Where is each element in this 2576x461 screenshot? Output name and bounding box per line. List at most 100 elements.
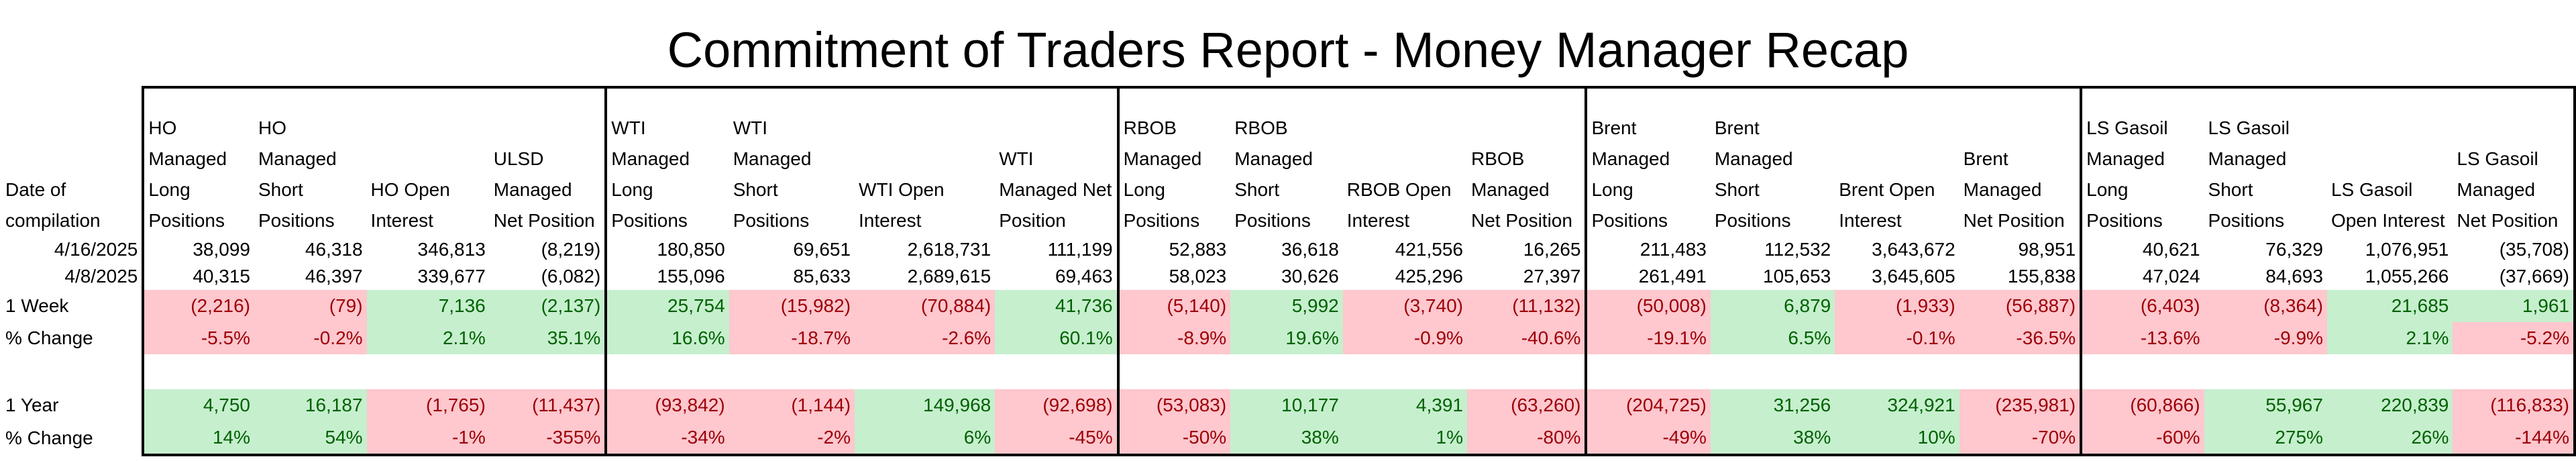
change-cell: 7,136 [366, 290, 490, 322]
pct-change-cell: -2.6% [855, 322, 996, 354]
column-header: WTI Managed Net Position [995, 86, 1118, 236]
value-cell: 98,951 [2018, 239, 2076, 260]
pct-change-cell: -8.9% [1116, 322, 1231, 354]
change-cell: (53,083) [1116, 389, 1231, 421]
spacer-cell [995, 354, 1118, 389]
pct-change-cell: 35.1% [489, 322, 606, 354]
pct-change-cell: -40.6% [1466, 322, 1587, 354]
value-cell: 1,076,951 [2365, 239, 2449, 260]
spacer-cell [2204, 354, 2327, 389]
value-cell: 180,850 [604, 236, 729, 263]
value-cell: 69,651 [793, 239, 851, 260]
pct-change-cell: -5.2% [2453, 322, 2576, 354]
pct-change-cell: 14% [142, 421, 254, 456]
spacer-cell [2453, 354, 2576, 389]
value-cell: (37,669) [2453, 263, 2576, 290]
change-cell: (56,887) [1959, 290, 2082, 322]
pct-change-cell: 26% [2326, 421, 2453, 456]
change-cell: (8,364) [2204, 290, 2327, 322]
change-cell: (50,008) [1585, 290, 1711, 322]
column-header: WTI Managed Long Positions [604, 86, 729, 236]
row-label-year-pct-change: % Change [5, 427, 93, 448]
spacer-cell [855, 354, 995, 389]
pct-change-cell: -49% [1585, 421, 1711, 456]
value-cell: 339,677 [417, 266, 486, 287]
column-header: HO Managed Short Positions [254, 86, 367, 236]
column-header: HO Managed Long Positions [142, 86, 254, 236]
column-header: RBOB Managed Short Positions [1230, 86, 1343, 236]
pct-change-cell: -13.6% [2080, 322, 2204, 354]
change-cell: (5,140) [1116, 290, 1231, 322]
pct-change-cell: -34% [604, 421, 729, 456]
row-label-date-of-compilation: Date of compilation [5, 179, 101, 231]
pct-change-cell: 16.6% [604, 322, 729, 354]
pct-change-cell: -355% [489, 421, 606, 456]
value-cell: 421,556 [1395, 239, 1463, 260]
value-cell: 1,055,266 [2365, 266, 2449, 287]
value-cell: 38,099 [142, 236, 254, 263]
value-cell: (35,708) [2453, 236, 2576, 263]
pct-change-cell: -45% [995, 421, 1118, 456]
row-label-1-year: 1 Year [5, 395, 59, 415]
spacer-cell [1835, 354, 1959, 389]
value-cell: 155,838 [2007, 266, 2076, 287]
pct-change-cell: 2.1% [2326, 322, 2453, 354]
value-cell: 261,491 [1585, 263, 1711, 290]
value-cell: 112,532 [1764, 239, 1831, 260]
value-cell: 155,096 [604, 263, 729, 290]
column-header: RBOB Open Interest [1342, 86, 1467, 236]
pct-change-cell: -36.5% [1959, 322, 2082, 354]
change-cell: 6,879 [1710, 290, 1835, 322]
column-header: WTI Managed Short Positions [729, 86, 855, 236]
column-header: WTI Open Interest [855, 86, 996, 236]
spacer-cell [367, 354, 490, 389]
column-header: LS Gasoil Managed Long Positions [2080, 86, 2204, 236]
value-cell: 3,645,605 [1872, 266, 1955, 287]
value-cell: 58,023 [1116, 263, 1231, 290]
pct-change-cell: -1% [366, 421, 490, 456]
change-cell: (2,137) [489, 290, 606, 322]
column-header: RBOB Managed Long Positions [1116, 86, 1231, 236]
spacer-cell [1343, 354, 1467, 389]
pct-change-cell: 6.5% [1710, 322, 1835, 354]
column-header: LS Gasoil Managed Net Position [2453, 86, 2576, 236]
value-cell: 40,621 [2080, 236, 2204, 263]
value-cell: (8,219) [541, 239, 601, 260]
cot-recap-table: Date of compilation HO Managed Long Posit… [1, 86, 2576, 456]
column-header: Brent Open Interest [1835, 86, 1960, 236]
change-cell: 10,177 [1230, 389, 1343, 421]
value-cell: 84,693 [2265, 266, 2323, 287]
value-cell: 111,199 [1047, 239, 1113, 260]
spacer-cell [142, 354, 254, 389]
change-cell: (6,403) [2080, 290, 2204, 322]
spacer-cell [604, 354, 729, 389]
report-title: Commitment of Traders Report - Money Man… [667, 22, 1909, 78]
pct-change-cell: -18.7% [729, 322, 855, 354]
column-header: Brent Managed Short Positions [1710, 86, 1835, 236]
value-cell: 85,633 [793, 266, 851, 287]
pct-change-cell: 1% [1342, 421, 1467, 456]
change-cell: (93,842) [604, 389, 729, 421]
date-label: 4/8/2025 [64, 266, 138, 287]
change-cell: 324,921 [1835, 389, 1960, 421]
value-cell: 76,329 [2265, 239, 2323, 260]
column-header: Brent Managed Long Positions [1585, 86, 1711, 236]
change-cell: 5,992 [1230, 290, 1343, 322]
pct-change-cell: 6% [855, 421, 996, 456]
value-cell: 3,643,672 [1872, 239, 1955, 260]
column-header: HO Open Interest [366, 86, 490, 236]
value-cell: 27,397 [1523, 266, 1581, 287]
pct-change-cell: 54% [254, 421, 367, 456]
spacer-cell [1711, 354, 1835, 389]
pct-change-cell: -9.9% [2204, 322, 2327, 354]
change-cell: (2,216) [142, 290, 254, 322]
change-cell: (63,260) [1466, 389, 1587, 421]
value-cell: 47,024 [2080, 263, 2204, 290]
pct-change-cell: -0.1% [1835, 322, 1960, 354]
pct-change-cell: -5.5% [142, 322, 254, 354]
spacer-cell [1585, 354, 1711, 389]
spacer-cell [254, 354, 367, 389]
pct-change-cell: -0.2% [254, 322, 367, 354]
change-cell: 31,256 [1710, 389, 1835, 421]
value-cell: 52,883 [1116, 236, 1231, 263]
